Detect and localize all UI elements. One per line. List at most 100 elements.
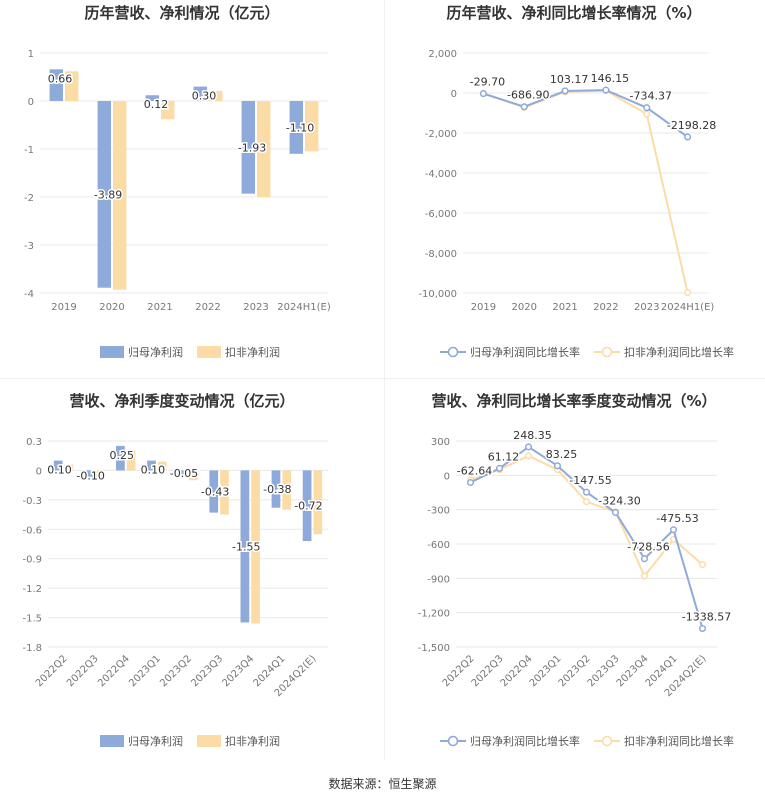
bar-secondary <box>251 470 260 624</box>
x-tick-label: 2024H1(E) <box>661 302 715 313</box>
x-tick-label: 2021 <box>147 302 172 313</box>
y-tick-label: -1.8 <box>22 643 42 654</box>
data-point <box>479 90 487 98</box>
legend-label: 归母净利润 <box>128 734 183 748</box>
y-tick-label: -2,000 <box>425 129 457 140</box>
legend-marker <box>601 346 613 358</box>
data-label: 83.25 <box>546 448 578 461</box>
data-label: -1.55 <box>232 540 260 553</box>
x-tick-label: 2023 <box>243 302 268 313</box>
x-tick-label: 2019 <box>471 302 496 313</box>
bar-primary <box>240 470 250 623</box>
legend-label: 扣非净利润 <box>225 734 280 748</box>
data-point <box>582 488 591 496</box>
x-tick-label: 2021 <box>552 302 577 313</box>
y-tick-label: -1.5 <box>22 614 42 625</box>
y-tick-label: -0.3 <box>22 496 42 507</box>
bar-primary <box>49 69 63 101</box>
y-tick-label: 0 <box>444 471 450 482</box>
x-tick-label: 2022Q2 <box>34 653 70 689</box>
data-label: 0.12 <box>144 98 169 111</box>
bar-secondary <box>65 71 79 101</box>
data-label: -734.37 <box>630 90 672 103</box>
data-label: 0.10 <box>47 464 72 477</box>
y-tick-label: 1 <box>28 49 34 60</box>
chart-title: 历年营收、净利同比增长率情况（%） <box>446 4 701 22</box>
series-line-secondary <box>483 89 689 293</box>
data-label: -686.90 <box>507 89 549 102</box>
data-label: 61.12 <box>488 450 520 463</box>
y-tick-label: 0 <box>28 97 34 108</box>
chart-title: 营收、净利季度变动情况（亿元） <box>69 392 294 410</box>
y-tick-label: -1 <box>24 145 34 156</box>
data-label: -3.89 <box>94 188 122 201</box>
data-label: -0.05 <box>170 467 198 480</box>
x-tick-label: 2022Q4 <box>96 653 132 689</box>
y-tick-label: -0.6 <box>22 525 42 536</box>
horizontal-divider <box>0 378 765 379</box>
x-tick-label: 2023 <box>634 302 659 313</box>
legend: 归母净利润同比增长率 扣非净利润同比增长率 <box>440 345 734 359</box>
x-tick-label: 2023Q2 <box>158 653 194 689</box>
x-tick-label: 2023Q3 <box>189 653 225 689</box>
x-tick-label: 2023Q1 <box>127 653 163 689</box>
data-point <box>524 452 533 460</box>
data-point <box>684 289 692 297</box>
data-point <box>466 478 475 487</box>
data-point <box>495 464 504 472</box>
y-tick-label: -4 <box>24 289 34 300</box>
series-line-primary <box>483 89 689 138</box>
data-point <box>611 508 620 516</box>
x-tick-label: 2022 <box>195 302 220 313</box>
bar-primary <box>241 101 255 194</box>
bar-secondary <box>157 461 167 471</box>
bar-primary <box>271 470 281 508</box>
bar-secondary <box>220 470 229 515</box>
data-label: -0.72 <box>294 500 322 513</box>
y-tick-label: -6,000 <box>425 209 457 220</box>
y-tick-label: -1,500 <box>418 643 450 654</box>
data-point <box>669 526 678 534</box>
data-point <box>640 572 649 580</box>
data-label: -62.64 <box>457 465 492 478</box>
legend-swatch <box>197 735 221 747</box>
legend-marker <box>447 735 459 747</box>
bar-secondary <box>305 101 319 152</box>
y-tick-label: -3 <box>24 241 34 252</box>
bar-primary <box>147 460 156 471</box>
data-label: -1.10 <box>286 121 314 134</box>
data-label: -0.43 <box>201 486 229 499</box>
legend: 归母净利润 扣非净利润 <box>100 734 280 748</box>
data-label: 103.17 <box>550 73 589 86</box>
y-tick-label: -4,000 <box>425 169 457 180</box>
bar-secondary <box>64 464 74 471</box>
data-label: -0.10 <box>76 469 104 482</box>
data-point <box>553 462 562 470</box>
chart-title: 历年营收、净利情况（亿元） <box>84 4 279 22</box>
data-point <box>602 86 610 94</box>
bar-secondary <box>209 90 223 101</box>
y-tick-label: 0 <box>36 466 42 477</box>
data-point <box>561 87 569 95</box>
bar-secondary <box>313 470 323 535</box>
x-tick-label: 2020 <box>512 302 537 313</box>
bar-primary <box>84 470 94 481</box>
legend-label: 扣非净利润 <box>225 345 280 359</box>
legend-label: 扣非净利润同比增长率 <box>624 734 734 748</box>
bar-primary <box>302 470 312 542</box>
data-label: -2198.28 <box>667 119 716 132</box>
data-point <box>520 103 528 111</box>
bar-primary <box>209 470 219 513</box>
y-tick-label: -10,000 <box>418 289 457 300</box>
bar-primary <box>289 101 303 154</box>
data-point <box>698 561 707 569</box>
chart-title: 营收、净利同比增长率季度变动情况（%） <box>431 392 716 410</box>
data-label: 248.35 <box>513 429 552 442</box>
legend-label: 归母净利润 <box>128 345 183 359</box>
y-tick-label: 0.3 <box>26 437 42 448</box>
legend: 归母净利润同比增长率 扣非净利润同比增长率 <box>440 734 734 748</box>
data-label: 0.30 <box>192 90 217 103</box>
bar-secondary <box>257 101 271 197</box>
quarterly-profit-chart: 营收、净利季度变动情况（亿元） 0.3 0 -0.3 -0.6 -0.9 -1.2 -1.5 -… <box>22 392 328 748</box>
